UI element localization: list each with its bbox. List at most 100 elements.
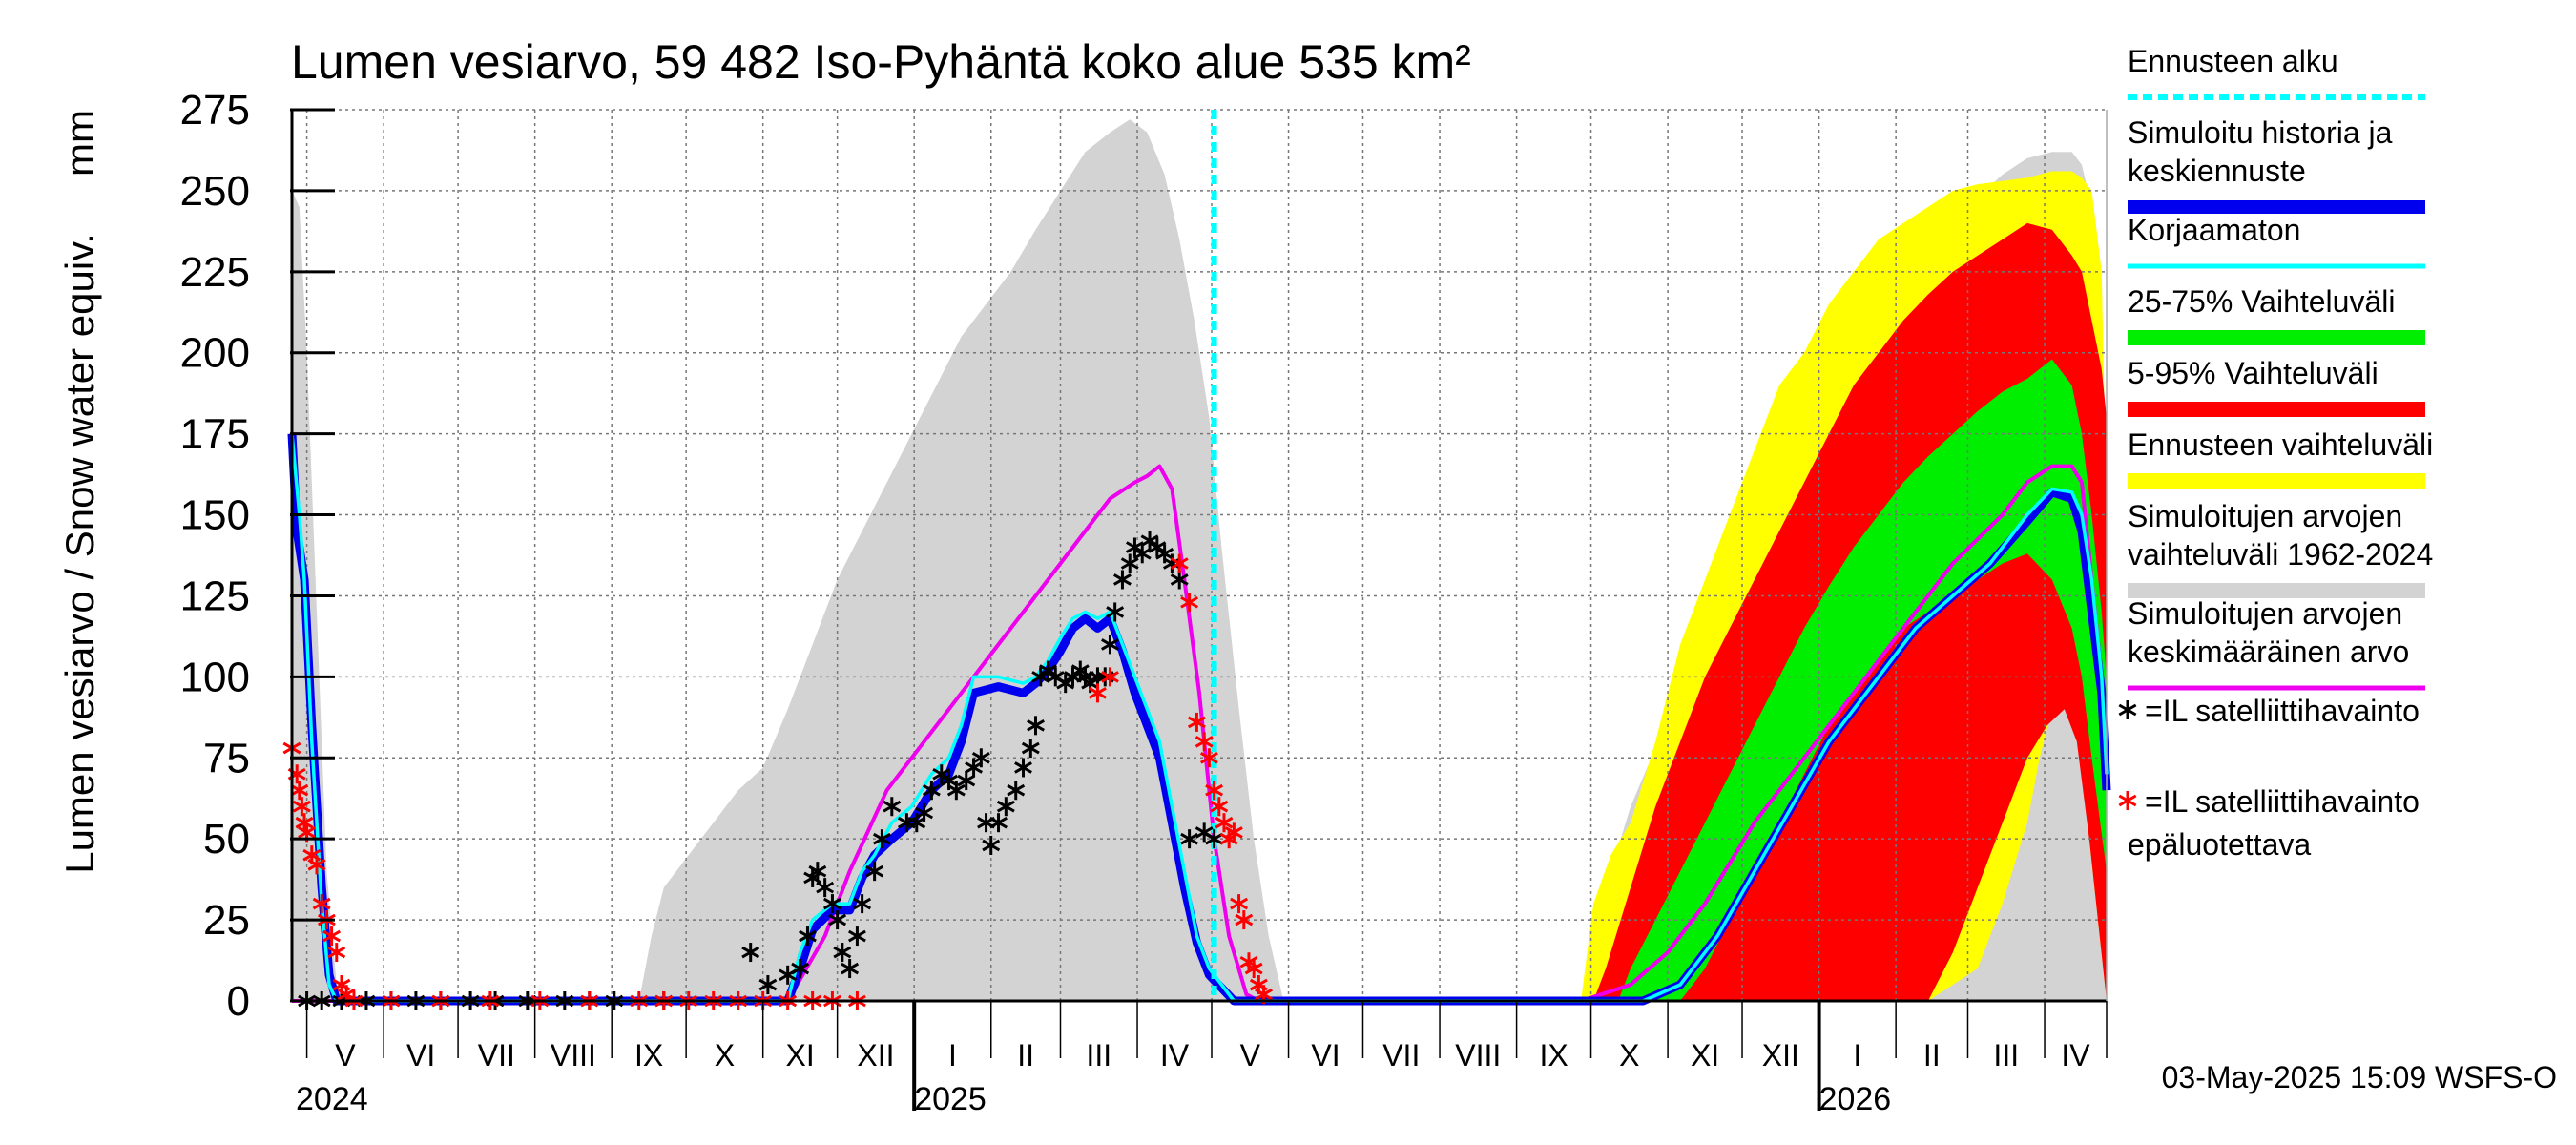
- y-tick-label: 200: [180, 330, 250, 377]
- month-label: I: [1853, 1038, 1861, 1072]
- legend-label: Ennusteen vaihteluväli: [2128, 427, 2433, 462]
- marker-stroke: [1007, 783, 1026, 797]
- obs-marker: [741, 943, 760, 963]
- marker-stroke: [1224, 826, 1243, 839]
- obs-marker-unreliable: [1215, 813, 1234, 833]
- marker-stroke: [883, 800, 902, 813]
- marker-stroke: [1132, 548, 1152, 560]
- month-label: IX: [1539, 1038, 1568, 1072]
- y-axis-label: Lumen vesiarvo / Snow water equiv.: [57, 233, 102, 874]
- marker-stroke: [1056, 677, 1075, 690]
- marker-stroke: [292, 800, 311, 813]
- month-label: V: [1240, 1038, 1261, 1072]
- marker-stroke: [965, 761, 983, 774]
- y-tick-label: 0: [227, 978, 250, 1025]
- y-tick-label: 175: [180, 411, 250, 458]
- y-tick-label: 125: [180, 572, 250, 619]
- obs-marker-unreliable: [1205, 781, 1224, 801]
- legend-label: =IL satelliittihavainto: [2145, 784, 2420, 819]
- legend-label-line2: keskimääräinen arvo: [2128, 635, 2409, 669]
- month-label: II: [1923, 1038, 1941, 1072]
- marker-stroke: [298, 826, 317, 839]
- month-label: VIII: [1455, 1038, 1501, 1072]
- legend-label: Simuloitu historia ja: [2128, 115, 2393, 150]
- marker-stroke: [989, 816, 1008, 829]
- y-axis-unit: mm: [57, 110, 102, 177]
- month-label: V: [335, 1038, 356, 1072]
- obs-marker: [816, 878, 835, 898]
- obs-marker: [1180, 829, 1199, 849]
- legend-label: Ennusteen alku: [2128, 44, 2338, 78]
- marker-stroke: [915, 806, 934, 820]
- legend-label: 25-75% Vaihteluväli: [2128, 284, 2395, 319]
- obs-marker: [833, 943, 852, 963]
- obs-marker-unreliable: [1244, 959, 1263, 979]
- obs-marker-unreliable: [1235, 910, 1254, 930]
- obs-marker-unreliable: [1170, 553, 1189, 573]
- marker-stroke: [1070, 664, 1090, 677]
- legend-item: =IL satelliittihavainto epäluotettava: [2118, 784, 2420, 862]
- marker-stroke: [957, 774, 976, 787]
- obs-marker: [847, 926, 866, 947]
- obs-marker: [1120, 553, 1139, 573]
- obs-marker: [957, 771, 976, 791]
- legend-item: Simuloitu historia ja keskiennuste: [2128, 115, 2425, 214]
- obs-marker: [1106, 602, 1125, 622]
- month-label: VII: [478, 1038, 515, 1072]
- obs-marker-unreliable: [290, 781, 309, 801]
- legend-item: Korjaamaton: [2128, 213, 2425, 269]
- month-label: VII: [1382, 1038, 1420, 1072]
- footer-timestamp: 03-May-2025 15:09 WSFS-O: [2162, 1060, 2557, 1094]
- month-label: XI: [786, 1038, 815, 1072]
- obs-marker: [1007, 781, 1026, 801]
- marker-stroke: [791, 962, 810, 975]
- marker-stroke: [1239, 955, 1258, 968]
- month-label: III: [1086, 1038, 1111, 1072]
- obs-marker: [791, 959, 810, 979]
- marker-stroke: [1249, 978, 1268, 991]
- obs-marker: [822, 894, 841, 914]
- marker-stroke: [2118, 794, 2137, 807]
- marker-stroke: [1162, 557, 1181, 570]
- obs-marker: [996, 797, 1015, 817]
- marker-stroke: [1027, 719, 1045, 732]
- marker-stroke: [332, 978, 351, 991]
- marker-stroke: [971, 751, 990, 764]
- obs-marker: [865, 862, 884, 882]
- obs-marker: [1140, 531, 1159, 551]
- marker-stroke: [758, 978, 778, 991]
- obs-marker: [1148, 537, 1167, 557]
- marker-stroke: [1046, 671, 1065, 683]
- line-uncorrected: [290, 433, 2109, 1003]
- month-label: XI: [1691, 1038, 1719, 1072]
- obs-marker: [1132, 544, 1152, 564]
- marker-stroke: [1195, 735, 1214, 748]
- month-label: I: [948, 1038, 957, 1072]
- marker-stroke: [1187, 716, 1206, 729]
- legend-label-line2: keskiennuste: [2128, 154, 2306, 188]
- marker-stroke: [1089, 687, 1107, 699]
- obs-marker: [1170, 570, 1189, 590]
- legend-item: Ennusteen alku: [2128, 44, 2425, 100]
- y-tick-label: 75: [203, 735, 250, 781]
- obs-marker: [1021, 739, 1040, 759]
- marker-stroke: [1255, 988, 1274, 1001]
- month-label: X: [715, 1038, 735, 1072]
- marker-stroke: [847, 929, 866, 943]
- marker-stroke: [1205, 783, 1224, 797]
- marker-stroke: [1244, 962, 1263, 975]
- marker-stroke: [907, 816, 926, 829]
- marker-stroke: [1113, 573, 1132, 586]
- obs-marker: [1056, 674, 1075, 694]
- legend-item: Ennusteen vaihteluväli: [2128, 427, 2433, 489]
- y-tick-label: 150: [180, 492, 250, 539]
- x-year-labels: 2024 2025 2026: [296, 1081, 1891, 1117]
- marker-stroke: [1148, 541, 1167, 553]
- marker-stroke: [1230, 897, 1249, 910]
- marker-stroke: [1205, 832, 1224, 845]
- marker-stroke: [1101, 638, 1119, 651]
- legend-marker-icon: [2118, 700, 2137, 719]
- marker-stroke: [1106, 606, 1125, 618]
- y-tick-labels: 0 25 50 75 100 125 150 175 200 225 250 275: [180, 87, 250, 1025]
- obs-marker: [971, 748, 990, 768]
